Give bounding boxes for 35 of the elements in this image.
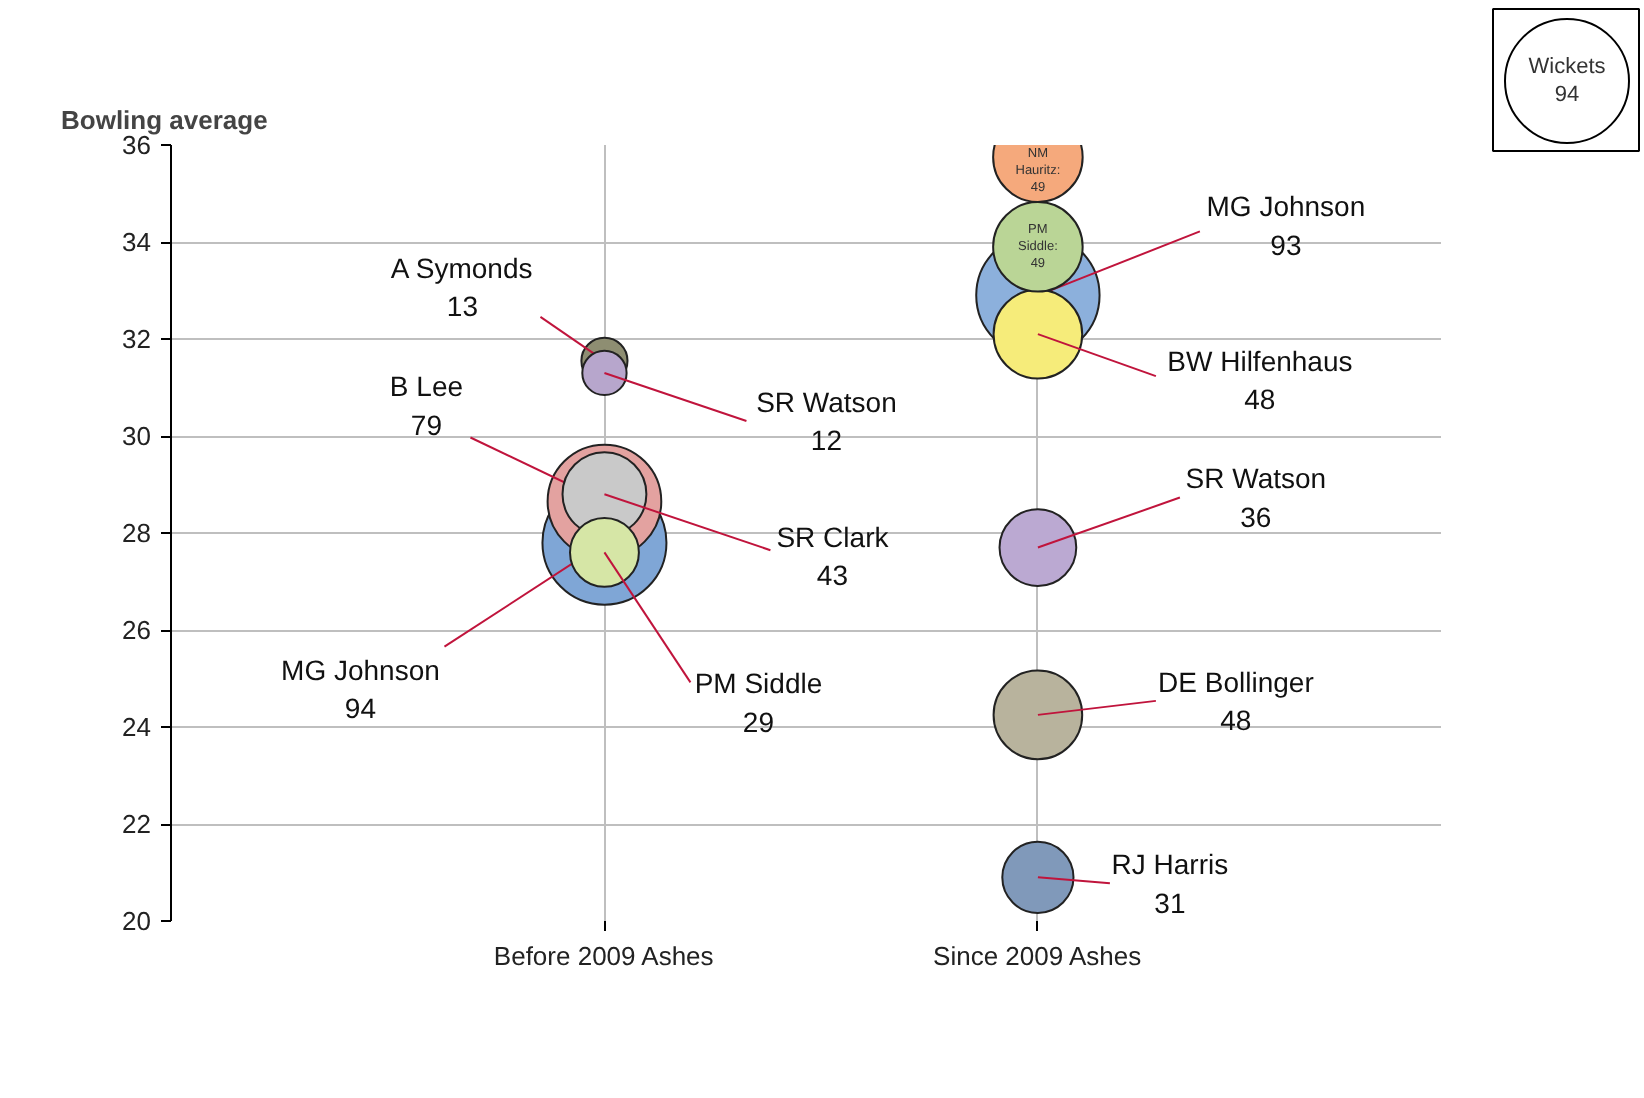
annotation: 48 bbox=[1244, 383, 1276, 416]
annotation: 31 bbox=[1154, 886, 1186, 919]
text: B Lee bbox=[389, 370, 464, 403]
annotation: 12 bbox=[810, 424, 843, 457]
y-tick-label: 28 bbox=[122, 518, 152, 548]
y-tick-label: 30 bbox=[122, 421, 152, 451]
annotation: 13 bbox=[446, 290, 479, 323]
text: MG Johnson bbox=[1206, 190, 1366, 223]
annotation: 93 bbox=[1270, 228, 1302, 261]
annotation: 29 bbox=[742, 705, 775, 738]
text: SR Watson bbox=[756, 385, 897, 418]
text: PM Siddle bbox=[694, 667, 823, 700]
x-tick-label: Before 2009 Ashes bbox=[493, 941, 715, 971]
series-label: RJ Harris bbox=[1111, 848, 1229, 881]
legend-label: 94 bbox=[1554, 83, 1580, 108]
x-tick-label: Since 2009 Ashes bbox=[933, 941, 1143, 971]
annotation: 94 bbox=[344, 691, 377, 724]
y-tick-label: 32 bbox=[122, 324, 152, 354]
y-tick-label: 22 bbox=[122, 809, 152, 839]
text: BW Hilfenhaus bbox=[1167, 344, 1353, 377]
text: DE Bollinger bbox=[1158, 665, 1315, 698]
text: SR Watson bbox=[1185, 462, 1327, 495]
y-tick-label: 20 bbox=[122, 906, 152, 936]
text: SR Clark bbox=[776, 521, 891, 553]
annotation: 79 bbox=[410, 408, 443, 441]
text: MG Johnson bbox=[281, 653, 440, 686]
annotation: 48 bbox=[1220, 704, 1252, 737]
legend-title: Wickets bbox=[1528, 54, 1607, 79]
y-axis-title: Bowling average bbox=[61, 105, 268, 135]
y-tick-label: 34 bbox=[122, 227, 152, 257]
y-tick-label: 24 bbox=[122, 712, 152, 742]
annotation: 36 bbox=[1240, 500, 1272, 533]
annotation: 43 bbox=[816, 559, 849, 592]
text: A Symonds bbox=[390, 251, 533, 284]
y-tick-label: 26 bbox=[122, 615, 152, 645]
